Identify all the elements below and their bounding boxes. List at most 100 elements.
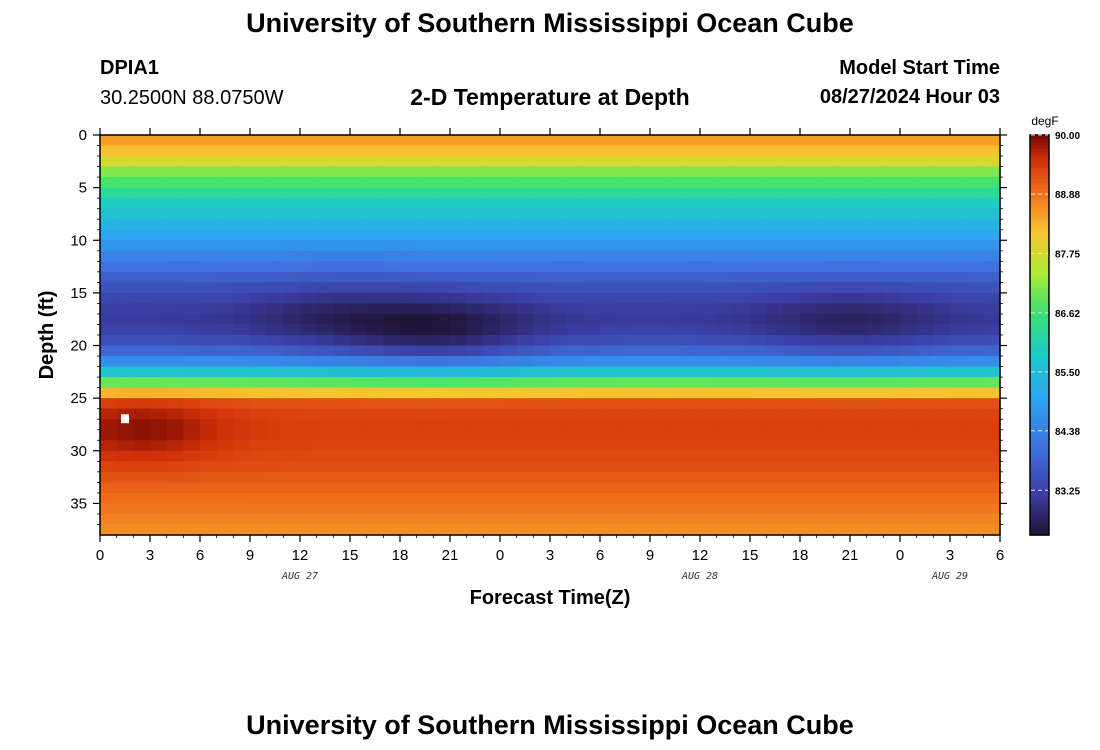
heatmap-cell — [516, 408, 534, 420]
colorbar-segment — [1030, 425, 1049, 429]
colorbar-tick-label: 85.50 — [1055, 368, 1080, 379]
heatmap-cell — [716, 250, 734, 262]
heatmap-cell — [900, 250, 918, 262]
heatmap-cell — [550, 250, 568, 262]
heatmap-cell — [500, 240, 518, 252]
heatmap-cell — [966, 461, 984, 473]
x-tick-label: 18 — [392, 547, 409, 564]
heatmap-cell — [283, 471, 301, 483]
heatmap-cell — [516, 303, 534, 315]
heatmap-cell — [550, 524, 568, 536]
heatmap-cell — [816, 408, 834, 420]
colorbar-segment — [1030, 185, 1049, 189]
heatmap-cell — [783, 303, 801, 315]
heatmap-cell — [883, 440, 901, 452]
heatmap-cell — [800, 450, 818, 462]
heatmap-cell — [450, 219, 468, 231]
heatmap-cell — [500, 450, 518, 462]
heatmap-cell — [950, 187, 968, 199]
heatmap-cell — [483, 324, 501, 336]
heatmap-cell — [366, 240, 384, 252]
heatmap-cell — [783, 166, 801, 178]
heatmap-cell — [500, 398, 518, 410]
heatmap-cell — [666, 292, 684, 305]
heatmap-cell — [733, 408, 751, 420]
heatmap-cell — [816, 208, 834, 220]
heatmap-cell — [216, 429, 234, 441]
heatmap-cell — [716, 313, 734, 326]
heatmap-cell — [333, 335, 351, 347]
heatmap-cell — [500, 335, 518, 347]
x-tick-label: 15 — [342, 547, 359, 564]
heatmap-cell — [366, 471, 384, 483]
heatmap-cell — [933, 219, 951, 231]
heatmap-cell — [533, 429, 551, 441]
heatmap-cell — [366, 450, 384, 462]
heatmap-cell — [816, 398, 834, 410]
heatmap-cell — [200, 240, 218, 252]
heatmap-cell — [800, 398, 818, 410]
heatmap-cell — [116, 313, 134, 326]
heatmap-cell — [533, 145, 551, 157]
heatmap-cell — [200, 429, 218, 441]
heatmap-cell — [633, 471, 651, 483]
colorbar-segment — [1030, 431, 1049, 436]
heatmap-cell — [716, 387, 734, 399]
heatmap-cell — [650, 261, 668, 273]
heatmap-cell — [216, 271, 234, 283]
heatmap-cell — [383, 187, 401, 199]
heatmap-cell — [250, 271, 268, 283]
heatmap-cell — [750, 145, 768, 157]
heatmap-cell — [350, 229, 368, 241]
heatmap-cell — [283, 313, 301, 326]
heatmap-cell — [933, 324, 951, 336]
heatmap-cell — [850, 261, 868, 273]
heatmap-cell — [716, 450, 734, 462]
heatmap-cell — [250, 324, 268, 336]
heatmap-cell — [600, 292, 618, 305]
heatmap-cell — [883, 377, 901, 389]
heatmap-cell — [883, 482, 901, 494]
heatmap-cell — [333, 387, 351, 399]
heatmap-cell — [400, 135, 418, 147]
heatmap-cell — [383, 471, 401, 483]
heatmap-cell — [633, 387, 651, 399]
heatmap-cell — [250, 156, 268, 168]
heatmap-cell — [633, 503, 651, 515]
heatmap-cell — [450, 324, 468, 336]
heatmap-cell — [133, 166, 151, 178]
heatmap-cell — [150, 250, 168, 262]
heatmap-cell — [483, 135, 501, 147]
heatmap-cell — [333, 240, 351, 252]
heatmap-cell — [133, 408, 151, 420]
heatmap-cell — [516, 377, 534, 389]
heatmap-cell — [600, 335, 618, 347]
heatmap-cell — [866, 303, 884, 315]
heatmap-cell — [100, 492, 118, 505]
heatmap-cell — [133, 208, 151, 220]
y-tick-label: 25 — [70, 390, 87, 407]
heatmap-cell — [516, 145, 534, 157]
heatmap-cell — [650, 398, 668, 410]
heatmap-cell — [850, 240, 868, 252]
heatmap-cell — [416, 503, 434, 515]
colorbar-segment — [1030, 478, 1049, 483]
heatmap-cell — [400, 450, 418, 462]
heatmap-cell — [150, 366, 168, 378]
x-tick-label: 12 — [692, 547, 709, 564]
heatmap-cell — [216, 166, 234, 178]
heatmap-cell — [350, 356, 368, 368]
heatmap-cell — [933, 492, 951, 505]
colorbar-segment — [1030, 495, 1049, 499]
heatmap-cell — [683, 271, 701, 283]
heatmap-cell — [650, 166, 668, 178]
heatmap-cell — [133, 292, 151, 305]
heatmap-cell — [850, 492, 868, 505]
heatmap-cell — [450, 482, 468, 494]
heatmap-cell — [600, 135, 618, 147]
heatmap-cell — [583, 177, 601, 189]
colorbar-segment — [1030, 158, 1049, 163]
heatmap-cell — [333, 450, 351, 462]
heatmap-cell — [133, 229, 151, 241]
heatmap-cell — [933, 208, 951, 220]
